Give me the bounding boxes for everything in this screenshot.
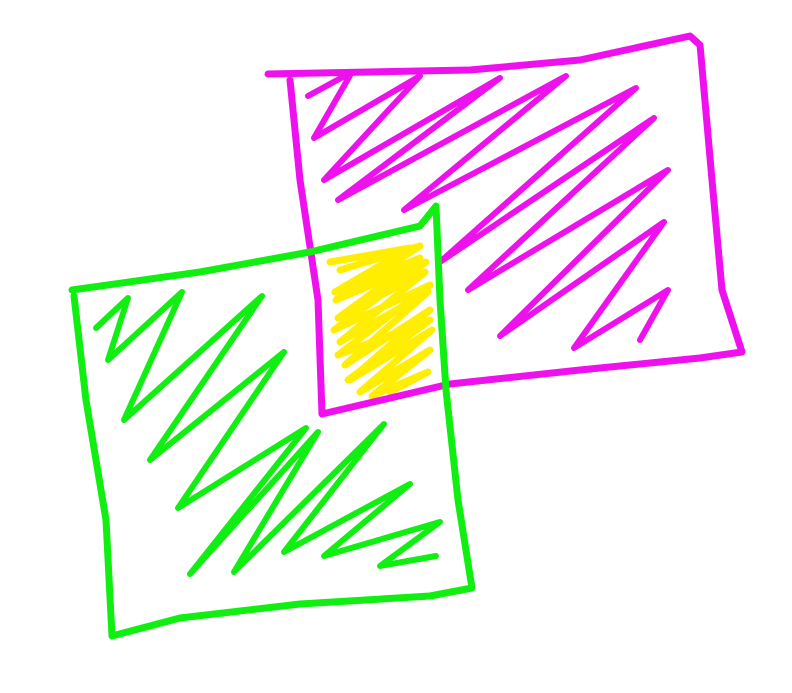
magenta-square-outline <box>264 32 746 418</box>
overlap-region <box>326 242 436 400</box>
overlap-fill-2 <box>330 242 434 384</box>
magenta-square <box>264 32 746 418</box>
overlap-fill <box>326 244 436 400</box>
green-square-hatch <box>93 289 443 577</box>
green-square-outline <box>68 202 476 640</box>
magenta-square-hatch <box>305 69 671 351</box>
green-square <box>68 202 476 640</box>
